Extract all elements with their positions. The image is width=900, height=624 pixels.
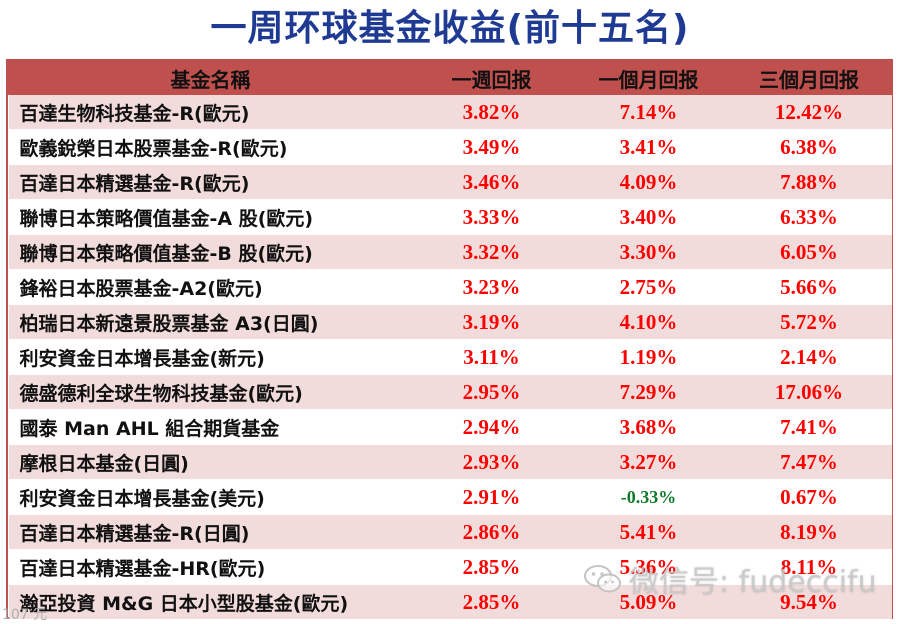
- table-row: 聯博日本策略價值基金-A 股(歐元) 3.33% 3.40% 6.33%: [8, 199, 892, 235]
- table-row: 利安資金日本增長基金(美元) 2.91% -0.33% 0.67%: [8, 479, 892, 515]
- fund-name-cell: 利安資金日本增長基金(美元): [8, 479, 413, 515]
- table-row: 百達日本精選基金-R(歐元) 3.46% 4.09% 7.88%: [8, 164, 892, 200]
- three-month-return-cell: 8.11%: [726, 549, 892, 585]
- one-week-return-cell: 3.49%: [412, 129, 571, 165]
- three-month-return-cell: 7.88%: [726, 164, 892, 200]
- three-month-return-cell: 6.05%: [726, 234, 892, 270]
- column-header-one-month: 一個月回报: [570, 61, 727, 95]
- one-week-return-cell: 3.11%: [412, 339, 571, 375]
- fund-name-cell: 瀚亞投資 M&G 日本小型股基金(歐元): [8, 584, 413, 620]
- column-header-fund-name: 基金名稱: [8, 61, 413, 95]
- fund-name-cell: 利安資金日本增長基金(新元): [8, 339, 413, 375]
- table-row: 鋒裕日本股票基金-A2(歐元) 3.23% 2.75% 5.66%: [8, 269, 892, 305]
- three-month-return-cell: 7.47%: [726, 444, 892, 480]
- one-week-return-cell: 3.33%: [412, 199, 571, 235]
- one-week-return-cell: 2.94%: [412, 409, 571, 445]
- three-month-return-cell: 17.06%: [726, 374, 892, 410]
- one-week-return-cell: 2.85%: [412, 584, 571, 620]
- one-month-return-cell: 7.14%: [570, 94, 727, 130]
- one-week-return-cell: 3.32%: [412, 234, 571, 270]
- fund-name-cell: 柏瑞日本新遠景股票基金 A3(日圓): [8, 304, 413, 340]
- fund-name-cell: 摩根日本基金(日圓): [8, 444, 413, 480]
- fund-returns-table: 基金名稱 一週回报 一個月回报 三個月回报 百達生物科技基金-R(歐元) 3.82…: [6, 59, 893, 620]
- one-month-return-cell: 3.41%: [570, 129, 727, 165]
- table-row: 百達日本精選基金-HR(歐元) 2.85% 5.36% 8.11%: [8, 549, 892, 585]
- fund-name-cell: 百達日本精選基金-R(歐元): [8, 164, 413, 200]
- fund-name-cell: 百達日本精選基金-R(日圓): [8, 514, 413, 550]
- fund-name-cell: 國泰 Man AHL 組合期貨基金: [8, 409, 413, 445]
- fund-name-cell: 德盛德利全球生物科技基金(歐元): [8, 374, 413, 410]
- three-month-return-cell: 5.72%: [726, 304, 892, 340]
- table-row: 德盛德利全球生物科技基金(歐元) 2.95% 7.29% 17.06%: [8, 374, 892, 410]
- table-row: 柏瑞日本新遠景股票基金 A3(日圓) 3.19% 4.10% 5.72%: [8, 304, 892, 340]
- three-month-return-cell: 6.33%: [726, 199, 892, 235]
- one-month-return-cell: 5.41%: [570, 514, 727, 550]
- one-month-return-cell: 4.09%: [570, 164, 727, 200]
- one-month-return-cell: 3.40%: [570, 199, 727, 235]
- one-week-return-cell: 3.46%: [412, 164, 571, 200]
- one-week-return-cell: 2.85%: [412, 549, 571, 585]
- one-month-return-cell: -0.33%: [570, 479, 727, 515]
- column-header-three-month: 三個月回报: [726, 61, 892, 95]
- table-row: 摩根日本基金(日圓) 2.93% 3.27% 7.47%: [8, 444, 892, 480]
- one-week-return-cell: 2.91%: [412, 479, 571, 515]
- one-month-return-cell: 4.10%: [570, 304, 727, 340]
- table-row: 瀚亞投資 M&G 日本小型股基金(歐元) 2.85% 5.09% 9.54%: [8, 584, 892, 620]
- fund-name-cell: 聯博日本策略價值基金-A 股(歐元): [8, 199, 413, 235]
- table-header-row: 基金名稱 一週回报 一個月回报 三個月回报: [8, 61, 892, 95]
- table-row: 百達生物科技基金-R(歐元) 3.82% 7.14% 12.42%: [8, 94, 892, 130]
- column-header-one-week: 一週回报: [412, 61, 571, 95]
- fund-name-cell: 百達生物科技基金-R(歐元): [8, 94, 413, 130]
- one-week-return-cell: 3.23%: [412, 269, 571, 305]
- one-month-return-cell: 7.29%: [570, 374, 727, 410]
- one-month-return-cell: 2.75%: [570, 269, 727, 305]
- one-week-return-cell: 3.82%: [412, 94, 571, 130]
- one-month-return-cell: 1.19%: [570, 339, 727, 375]
- table-row: 國泰 Man AHL 組合期貨基金 2.94% 3.68% 7.41%: [8, 409, 892, 445]
- one-month-return-cell: 3.27%: [570, 444, 727, 480]
- three-month-return-cell: 5.66%: [726, 269, 892, 305]
- three-month-return-cell: 9.54%: [726, 584, 892, 620]
- page-title: 一周环球基金收益(前十五名): [210, 8, 690, 49]
- one-month-return-cell: 3.30%: [570, 234, 727, 270]
- table-row: 利安資金日本增長基金(新元) 3.11% 1.19% 2.14%: [8, 339, 892, 375]
- fund-name-cell: 鋒裕日本股票基金-A2(歐元): [8, 269, 413, 305]
- table-row: 百達日本精選基金-R(日圓) 2.86% 5.41% 8.19%: [8, 514, 892, 550]
- three-month-return-cell: 7.41%: [726, 409, 892, 445]
- table-row: 聯博日本策略價值基金-B 股(歐元) 3.32% 3.30% 6.05%: [8, 234, 892, 270]
- one-week-return-cell: 2.95%: [412, 374, 571, 410]
- three-month-return-cell: 6.38%: [726, 129, 892, 165]
- three-month-return-cell: 2.14%: [726, 339, 892, 375]
- table-row: 歐義銳榮日本股票基金-R(歐元) 3.49% 3.41% 6.38%: [8, 129, 892, 165]
- three-month-return-cell: 0.67%: [726, 479, 892, 515]
- three-month-return-cell: 12.42%: [726, 94, 892, 130]
- one-month-return-cell: 3.68%: [570, 409, 727, 445]
- one-month-return-cell: 5.36%: [570, 549, 727, 585]
- fund-name-cell: 百達日本精選基金-HR(歐元): [8, 549, 413, 585]
- fund-name-cell: 歐義銳榮日本股票基金-R(歐元): [8, 129, 413, 165]
- three-month-return-cell: 8.19%: [726, 514, 892, 550]
- fund-name-cell: 聯博日本策略價值基金-B 股(歐元): [8, 234, 413, 270]
- one-month-return-cell: 5.09%: [570, 584, 727, 620]
- one-week-return-cell: 2.93%: [412, 444, 571, 480]
- one-week-return-cell: 2.86%: [412, 514, 571, 550]
- one-week-return-cell: 3.19%: [412, 304, 571, 340]
